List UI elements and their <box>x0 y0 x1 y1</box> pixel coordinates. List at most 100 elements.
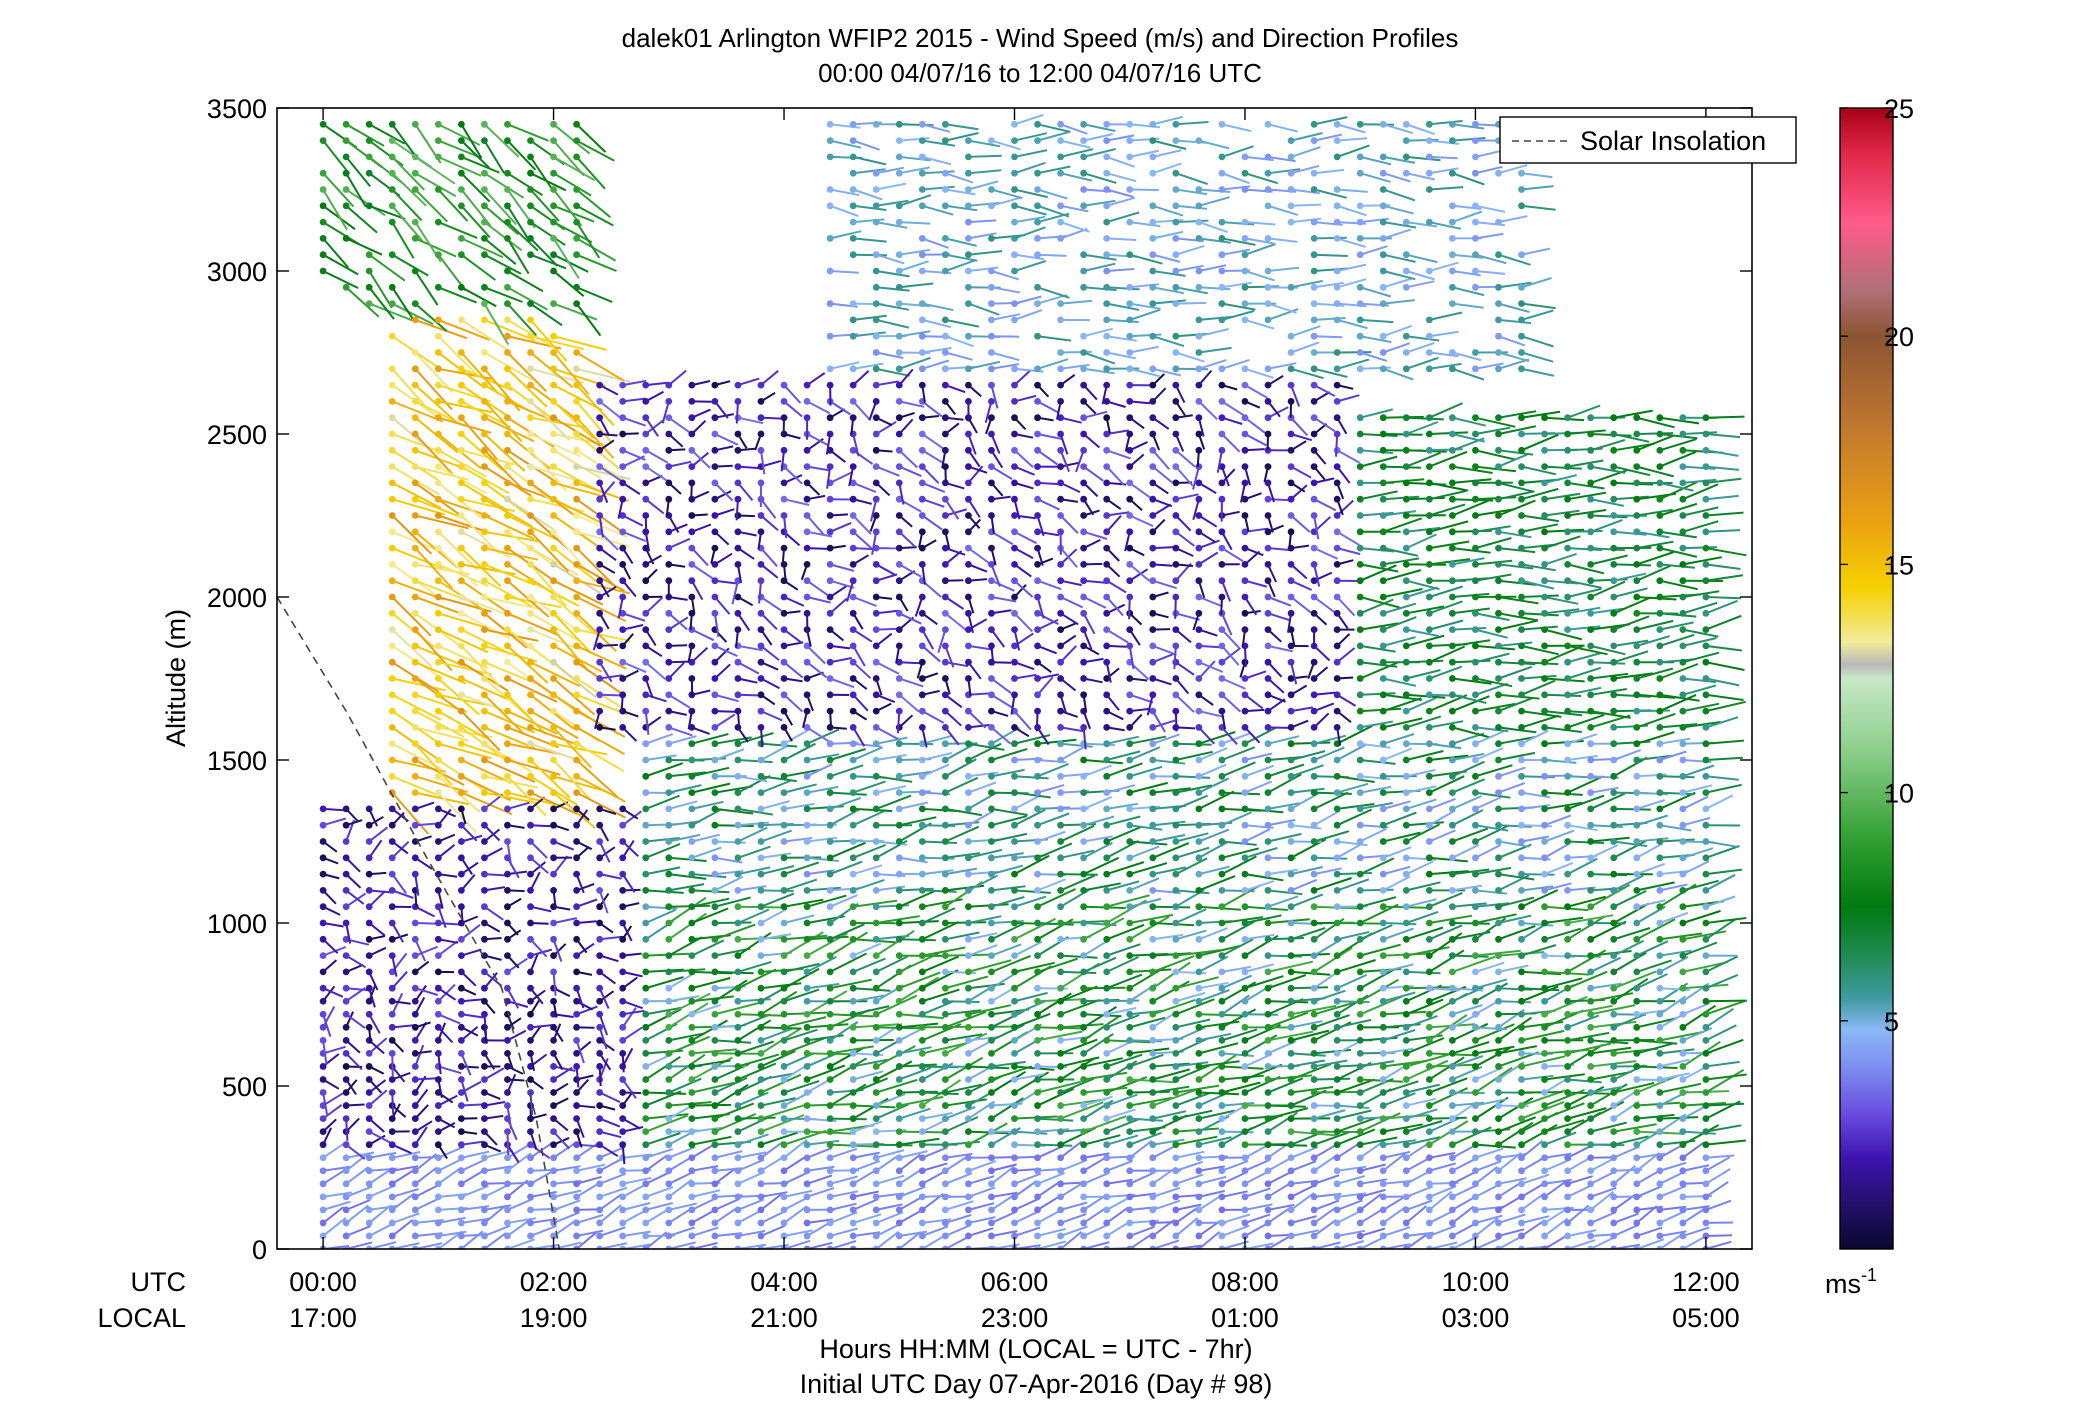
wind-barb <box>642 474 663 487</box>
wind-barb-dot <box>319 1010 327 1018</box>
wind-barb-dot <box>596 446 604 454</box>
wind-barb-shaft <box>461 742 514 762</box>
wind-barb-dot <box>665 887 673 894</box>
wind-barb-dot <box>388 919 396 927</box>
wind-barb-dot <box>596 609 604 617</box>
wind-barb-dot <box>826 414 834 422</box>
wind-barb <box>365 968 379 991</box>
wind-barb-dot <box>411 1141 419 1149</box>
wind-barb-dot <box>550 1036 557 1044</box>
wind-barb <box>457 1184 489 1201</box>
wind-barb-dot <box>619 903 627 911</box>
wind-barb <box>388 812 405 829</box>
wind-barb-dot <box>504 805 511 813</box>
wind-barb-dot <box>527 707 534 715</box>
wind-barb-dot <box>504 495 511 503</box>
wind-barb <box>918 642 941 663</box>
wind-barb-dot <box>642 854 650 862</box>
wind-barb-dot <box>711 1167 719 1175</box>
wind-barb-shaft <box>622 416 646 427</box>
wind-barb-dot <box>457 316 465 324</box>
wind-barb-dot <box>849 300 857 307</box>
wind-barb-shaft <box>369 1151 397 1159</box>
wind-barb-dot <box>504 561 511 568</box>
wind-barb-dot <box>918 919 926 927</box>
wind-barb-dot <box>504 707 511 715</box>
wind-barb-dot <box>872 169 880 177</box>
wind-barb <box>734 658 760 675</box>
wind-barb-dot <box>711 870 719 878</box>
wind-barb-shaft <box>322 1045 346 1055</box>
wind-barb-dot <box>550 137 557 145</box>
wind-barb-shaft <box>345 1143 366 1160</box>
wind-barb-dot <box>665 1023 673 1031</box>
wind-barb <box>434 398 493 414</box>
wind-barb <box>365 251 406 282</box>
wind-barb-shaft <box>345 1166 370 1185</box>
wind-barb <box>319 1118 337 1136</box>
wind-barb-dot <box>481 968 488 976</box>
wind-barb <box>895 675 924 688</box>
wind-barb-shaft <box>460 628 511 655</box>
wind-barb-dot <box>481 740 488 748</box>
wind-barb-dot <box>711 1010 719 1018</box>
wind-barb-shaft <box>391 172 427 207</box>
wind-barb-dot <box>573 642 581 650</box>
wind-barb-dot <box>504 332 511 340</box>
wind-barb-dot <box>872 609 880 617</box>
wind-barb-dot <box>826 789 834 796</box>
wind-barb-dot <box>550 251 557 259</box>
wind-barb-dot <box>688 1036 696 1044</box>
wind-barb-dot <box>481 235 488 242</box>
wind-barb <box>411 960 430 976</box>
wind-barb-dot <box>434 935 442 943</box>
wind-barb-dot <box>319 202 327 210</box>
wind-barb-dot <box>596 1010 604 1018</box>
wind-barb-shaft <box>576 351 625 382</box>
wind-barb-dot <box>388 446 396 454</box>
wind-barb <box>527 1023 553 1031</box>
wind-barb-dot <box>573 838 581 845</box>
wind-barb-dot <box>527 984 534 992</box>
wind-barb-dot <box>665 381 673 389</box>
wind-barb-dot <box>481 1180 488 1188</box>
wind-barb-dot <box>642 1154 650 1162</box>
wind-barb-dot <box>665 1167 673 1175</box>
wind-barb-shaft <box>322 922 344 928</box>
wind-barb-dot <box>665 495 673 503</box>
wind-barb <box>550 1082 569 1096</box>
wind-barb <box>849 707 868 721</box>
wind-barb-dot <box>803 838 811 845</box>
wind-barb-dot <box>711 1102 719 1109</box>
wind-barb-dot <box>457 968 465 976</box>
wind-barb <box>780 609 801 617</box>
wind-barb <box>872 446 893 454</box>
wind-barb-dot <box>434 1115 442 1122</box>
wind-barb-dot <box>434 707 442 715</box>
wind-barb-shaft <box>414 270 439 306</box>
wind-barb-dot <box>872 805 880 813</box>
wind-barb-dot <box>872 202 880 210</box>
wind-barb-dot <box>573 707 581 715</box>
wind-barb-dot <box>619 1023 627 1031</box>
wind-barb-dot <box>849 724 857 731</box>
wind-barb-shaft <box>668 1207 693 1224</box>
wind-barb-dot <box>411 1193 419 1201</box>
wind-barb-dot <box>550 642 557 650</box>
wind-barb-dot <box>665 675 673 682</box>
wind-barb-dot <box>918 446 926 454</box>
wind-barb-dot <box>319 1023 327 1031</box>
wind-barb-dot <box>342 903 350 911</box>
wind-barb <box>434 984 457 1001</box>
wind-barb-shaft <box>414 710 465 738</box>
wind-barb <box>780 878 818 894</box>
wind-barb <box>803 398 831 415</box>
wind-barb-dot <box>457 805 465 813</box>
wind-barb-dot <box>826 1180 834 1188</box>
wind-barb <box>619 658 647 674</box>
wind-barb <box>481 935 502 943</box>
wind-barb-dot <box>826 153 834 161</box>
wind-barb-dot <box>872 463 880 470</box>
wind-barb-shaft <box>668 883 705 892</box>
wind-barb <box>918 414 939 422</box>
